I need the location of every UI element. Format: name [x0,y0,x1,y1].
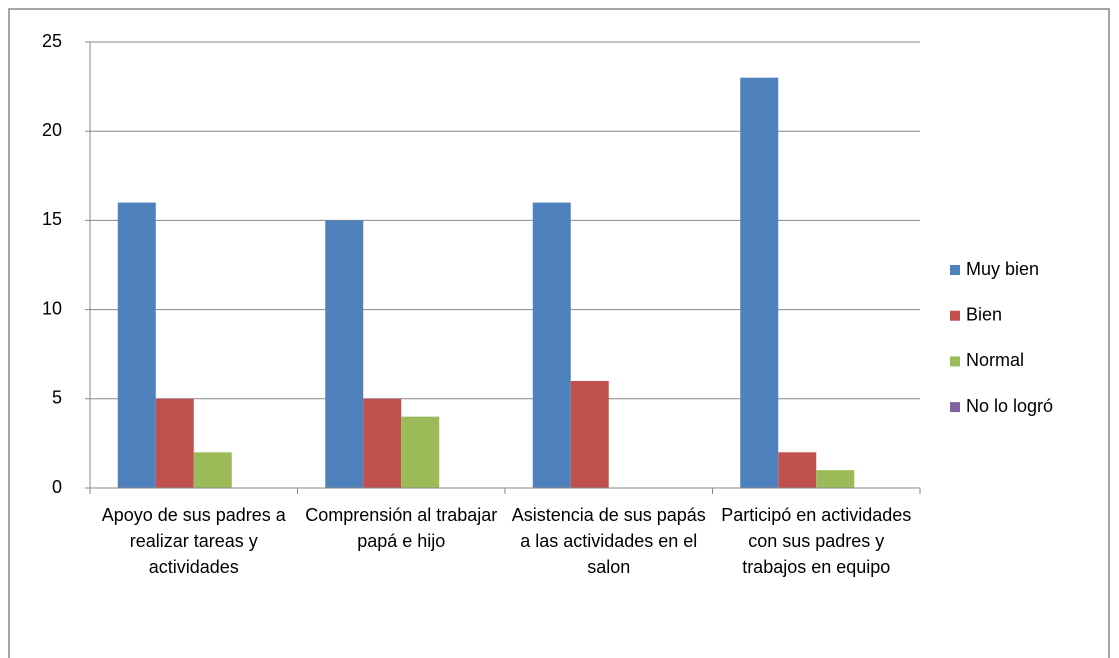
bar [401,416,440,488]
y-tick-label: 25 [42,31,62,51]
y-tick-label: 5 [52,388,62,408]
legend-label: No lo logró [966,396,1053,416]
x-tick-label: Participó en actividades con sus padres … [721,505,912,577]
bar [816,470,855,488]
bar [778,452,817,488]
bar [325,220,364,488]
legend-swatch [950,265,960,275]
legend-label: Normal [966,350,1024,370]
legend-label: Bien [966,304,1002,324]
y-tick-label: 10 [42,298,62,318]
bar [532,202,571,488]
x-tick-label: Asistencia de sus papás a las actividade… [511,505,706,577]
bar [363,398,402,488]
bar [740,77,779,489]
y-tick-label: 20 [42,120,62,140]
bar [193,452,232,488]
chart-border [8,8,1110,658]
x-tick-label: Comprensión al trabajar papá e hijo [305,505,498,551]
legend-swatch [950,356,960,367]
x-tick-label: Apoyo de sus padres a realizar tareas y … [101,505,286,577]
y-tick-label: 15 [42,209,62,229]
legend-swatch [950,402,960,413]
bar [155,398,194,488]
legend-label: Muy bien [966,259,1039,279]
y-tick-label: 0 [52,477,62,497]
bar [117,202,156,488]
bar [570,380,609,488]
legend-swatch [950,310,960,321]
